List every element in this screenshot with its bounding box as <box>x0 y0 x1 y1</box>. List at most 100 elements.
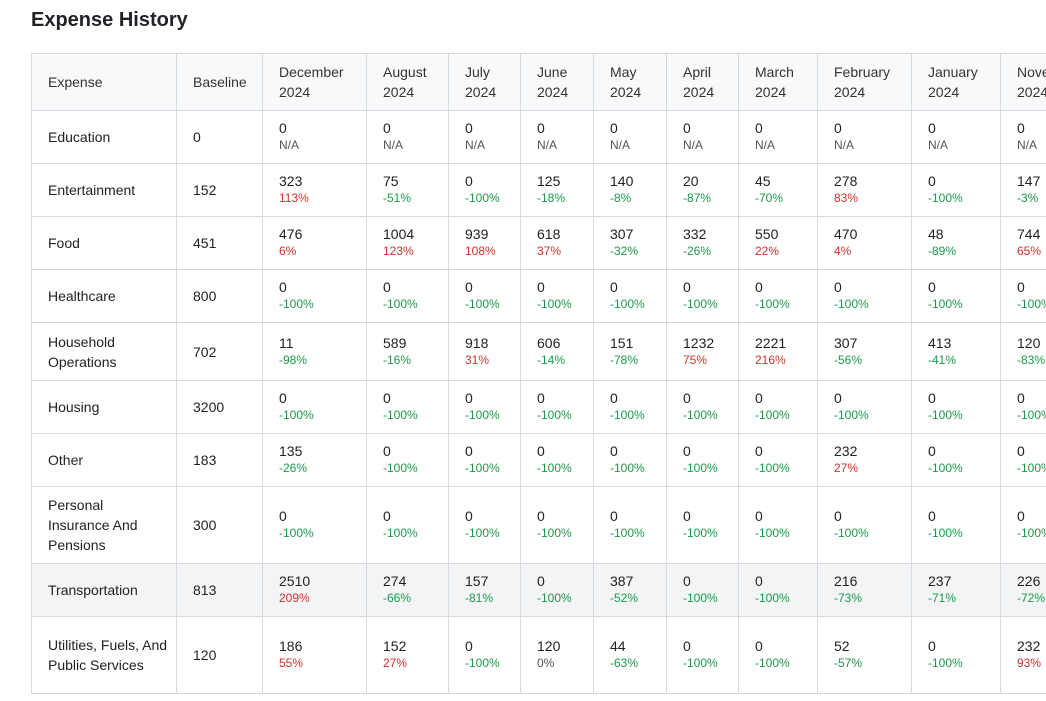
amount: 0 <box>383 390 391 406</box>
expense-row: Housing 3200 0 -100% 0 -100% 0 -100% 0 -100% 0 -100… <box>31 380 1046 434</box>
amount: 0 <box>537 573 545 589</box>
month-cell: 0 -100% <box>366 380 449 434</box>
change-percent: -3% <box>1017 191 1039 205</box>
month-cell: 232 93% <box>1000 616 1046 694</box>
change-percent: 27% <box>834 461 859 475</box>
month-cell: 0 -100% <box>520 486 594 564</box>
expense-row: Utilities, Fuels, And Public Services 120… <box>31 616 1046 694</box>
change-percent: N/A <box>834 138 855 152</box>
change-percent: -100% <box>465 191 500 205</box>
amount: 0 <box>537 508 545 524</box>
change-percent: -100% <box>465 461 500 475</box>
change-percent: 123% <box>383 244 414 258</box>
month-cell: 0 -100% <box>738 616 818 694</box>
change-percent: 75% <box>683 352 708 367</box>
amount: 476 <box>279 226 303 242</box>
amount: 11 <box>279 334 294 351</box>
baseline: 451 <box>176 216 263 270</box>
amount: 413 <box>928 334 952 351</box>
change-percent: 31% <box>465 352 490 367</box>
change-percent: -83% <box>1017 352 1046 367</box>
month-cell: 45 -70% <box>738 163 818 217</box>
month-cell: 157 -81% <box>448 563 521 617</box>
month-cell: 0 -100% <box>520 269 594 323</box>
amount: 120 <box>1017 334 1041 351</box>
amount: 307 <box>610 226 634 242</box>
month-cell: 0 -100% <box>911 269 1001 323</box>
month-cell: 0 -100% <box>1000 486 1046 564</box>
month-cell: 0 N/A <box>520 110 594 164</box>
change-percent: -26% <box>683 244 712 258</box>
amount: 147 <box>1017 173 1041 189</box>
change-percent: 6% <box>279 244 297 258</box>
baseline: 183 <box>176 433 263 487</box>
expense-row: Other 183 135 -26% 0 -100% 0 -100% 0 -100% 0 -100% 0… <box>31 433 1046 487</box>
header-row: Expense Baseline December 2024 August 2024 J… <box>31 53 1046 111</box>
change-percent: -66% <box>383 591 412 605</box>
amount: 2510 <box>279 573 311 589</box>
month-cell: 216 -73% <box>817 563 912 617</box>
month-cell: 0 N/A <box>666 110 739 164</box>
change-percent: 83% <box>834 191 859 205</box>
amount: 0 <box>928 279 936 295</box>
amount: 278 <box>834 173 858 189</box>
amount: 0 <box>683 443 691 459</box>
month-cell: 0 -100% <box>593 269 667 323</box>
expense-name: Healthcare <box>31 269 177 323</box>
change-percent: -100% <box>755 591 790 605</box>
expense-name: Utilities, Fuels, And Public Services <box>31 616 177 694</box>
change-percent: 209% <box>279 591 310 605</box>
amount: 0 <box>610 120 618 136</box>
month-cell: 0 -100% <box>1000 380 1046 434</box>
amount: 0 <box>610 390 618 406</box>
month-cell: 0 -100% <box>262 269 367 323</box>
change-percent: N/A <box>279 138 300 152</box>
expense-name: Food <box>31 216 177 270</box>
change-percent: -100% <box>755 656 790 670</box>
amount: 0 <box>279 120 287 136</box>
expense-row: Entertainment 152 323 113% 75 -51% 0 -100% 125 -1… <box>31 163 1046 217</box>
change-percent: -100% <box>683 526 718 540</box>
amount: 135 <box>279 443 303 459</box>
expense-name: Entertainment <box>31 163 177 217</box>
month-cell: 0 -100% <box>666 380 739 434</box>
amount: 140 <box>610 173 634 189</box>
change-percent: -100% <box>755 408 790 422</box>
month-cell: 0 -100% <box>448 163 521 217</box>
month-cell: 44 -63% <box>593 616 667 694</box>
change-percent: -51% <box>383 191 412 205</box>
month-cell: 387 -52% <box>593 563 667 617</box>
amount: 0 <box>465 173 473 189</box>
month-cell: 0 N/A <box>366 110 449 164</box>
column-header: August 2024 <box>366 53 449 111</box>
amount: 0 <box>537 443 545 459</box>
month-cell: 147 -3% <box>1000 163 1046 217</box>
month-cell: 0 -100% <box>262 380 367 434</box>
amount: 0 <box>928 508 936 524</box>
month-cell: 0 -100% <box>738 433 818 487</box>
month-cell: 151 -78% <box>593 322 667 381</box>
month-cell: 0 -100% <box>1000 269 1046 323</box>
month-cell: 0 -100% <box>817 269 912 323</box>
change-percent: 4% <box>834 244 852 258</box>
month-cell: 11 -98% <box>262 322 367 381</box>
change-percent: -100% <box>537 297 572 311</box>
month-cell: 2510 209% <box>262 563 367 617</box>
month-cell: 0 -100% <box>448 269 521 323</box>
month-cell: 232 27% <box>817 433 912 487</box>
amount: 75 <box>383 173 399 189</box>
month-cell: 0 -100% <box>738 563 818 617</box>
baseline: 813 <box>176 563 263 617</box>
change-percent: -100% <box>928 297 963 311</box>
month-cell: 2221 216% <box>738 322 818 381</box>
change-percent: -100% <box>1017 297 1046 311</box>
change-percent: -100% <box>928 526 963 540</box>
amount: 0 <box>683 508 691 524</box>
month-cell: 237 -71% <box>911 563 1001 617</box>
change-percent: 27% <box>383 656 408 670</box>
month-cell: 0 -100% <box>448 380 521 434</box>
month-cell: 550 22% <box>738 216 818 270</box>
amount: 618 <box>537 226 561 242</box>
month-cell: 152 27% <box>366 616 449 694</box>
change-percent: -100% <box>610 526 645 540</box>
